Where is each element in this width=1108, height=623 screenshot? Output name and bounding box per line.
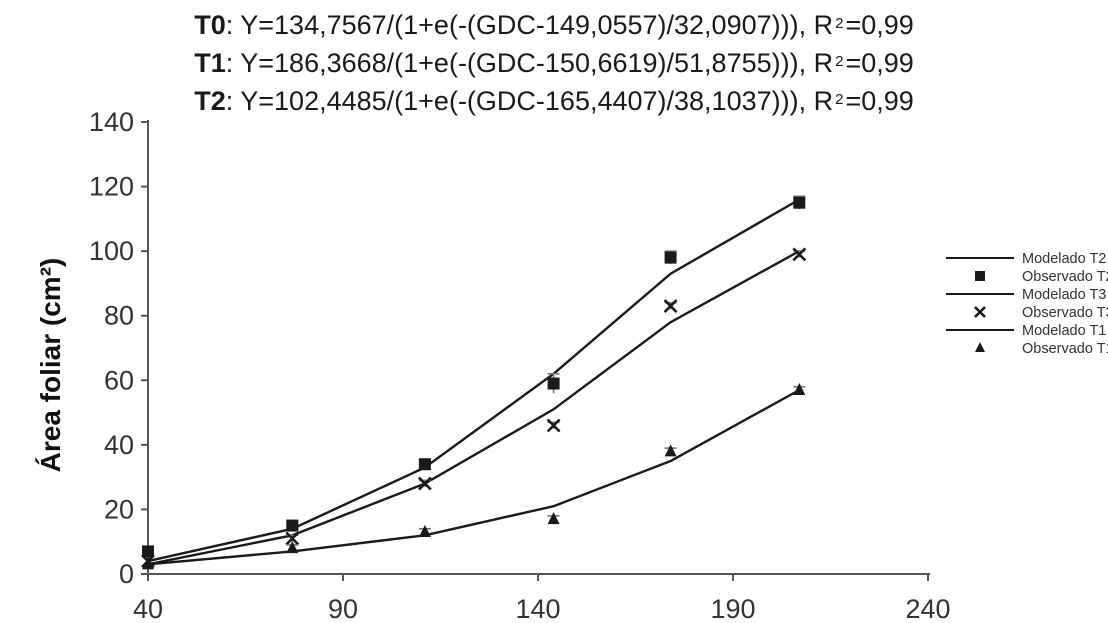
y-tick-label: 100	[89, 236, 134, 266]
y-axis-label: Área foliar (cm²)	[35, 258, 66, 473]
triangle-marker	[547, 512, 560, 525]
triangle-marker	[418, 525, 431, 538]
legend-label: Observado T2	[1022, 269, 1108, 285]
equation-t2: T2: Y=102,4485/(1+e(-(GDC-165,4407)/38,1…	[0, 86, 1108, 121]
legend-label: Modelado T2	[1022, 251, 1106, 267]
x-marker	[974, 306, 986, 318]
equation-r2: =0,99	[845, 86, 914, 116]
equation-t1: T1: Y=186,3668/(1+e(-(GDC-150,6619)/51,8…	[0, 48, 1108, 83]
axes: 0 20 40 60 80 100 120 140 40 90 140 190 240	[89, 107, 951, 623]
x-marker	[663, 299, 678, 313]
square-marker	[664, 251, 677, 264]
square-marker	[286, 519, 299, 532]
x-marker	[285, 531, 300, 546]
triangle-marker	[793, 382, 806, 395]
r2-exponent: 2	[835, 53, 844, 70]
legend-label: Observado T3	[1022, 305, 1108, 321]
series-line-modelado-t3	[147, 250, 800, 566]
equation-label: T1	[194, 48, 226, 78]
x-tick-label: 40	[133, 594, 163, 623]
equation-text: : Y=186,3668/(1+e(-(GDC-150,6619)/51,875…	[225, 48, 834, 78]
equation-text: : Y=134,7567/(1+e(-(GDC-149,0557)/32,090…	[225, 10, 834, 40]
equation-text: : Y=102,4485/(1+e(-(GDC-165,4407)/38,103…	[225, 86, 834, 116]
square-marker	[547, 377, 560, 390]
series-line-modelado-t2	[147, 198, 800, 563]
triangle-marker	[142, 557, 154, 570]
legend-label: Observado T1	[1022, 341, 1108, 357]
square-marker	[975, 271, 985, 281]
x-marker	[417, 476, 432, 491]
equation-t0: T0: Y=134,7567/(1+e(-(GDC-149,0557)/32,0…	[0, 10, 1108, 45]
legend-label: Modelado T1	[1022, 323, 1106, 339]
x-tick-label: 90	[328, 594, 358, 623]
legend-label: Modelado T3	[1022, 287, 1106, 303]
equation-label: T0	[194, 10, 226, 40]
y-tick-label: 120	[89, 172, 134, 202]
r2-exponent: 2	[835, 91, 844, 108]
triangle-marker	[286, 541, 299, 554]
equation-label: T2	[194, 86, 226, 116]
square-marker	[418, 458, 431, 471]
x-marker	[792, 247, 807, 262]
chart-marks	[141, 195, 807, 570]
equation-r2: =0,99	[845, 10, 914, 40]
y-tick-label: 140	[89, 107, 134, 137]
y-tick-label: 80	[104, 301, 134, 331]
y-tick-label: 20	[104, 494, 134, 524]
r2-exponent: 2	[835, 15, 844, 32]
x-tick-label: 140	[515, 594, 560, 623]
series-line-modelado-t1	[147, 388, 800, 566]
square-marker	[793, 196, 806, 209]
x-tick-label: 190	[710, 594, 755, 623]
triangle-marker	[975, 342, 985, 352]
equation-r2: =0,99	[845, 48, 914, 78]
y-tick-label: 60	[104, 365, 134, 395]
square-marker	[142, 545, 154, 558]
legend: Modelado T2 Observado T2 Modelado T3 Observ…	[946, 251, 1108, 357]
triangle-marker	[664, 444, 677, 457]
x-tick-label: 240	[905, 594, 950, 623]
y-tick-label: 0	[119, 559, 134, 589]
x-marker	[546, 418, 561, 433]
y-tick-label: 40	[104, 430, 134, 460]
